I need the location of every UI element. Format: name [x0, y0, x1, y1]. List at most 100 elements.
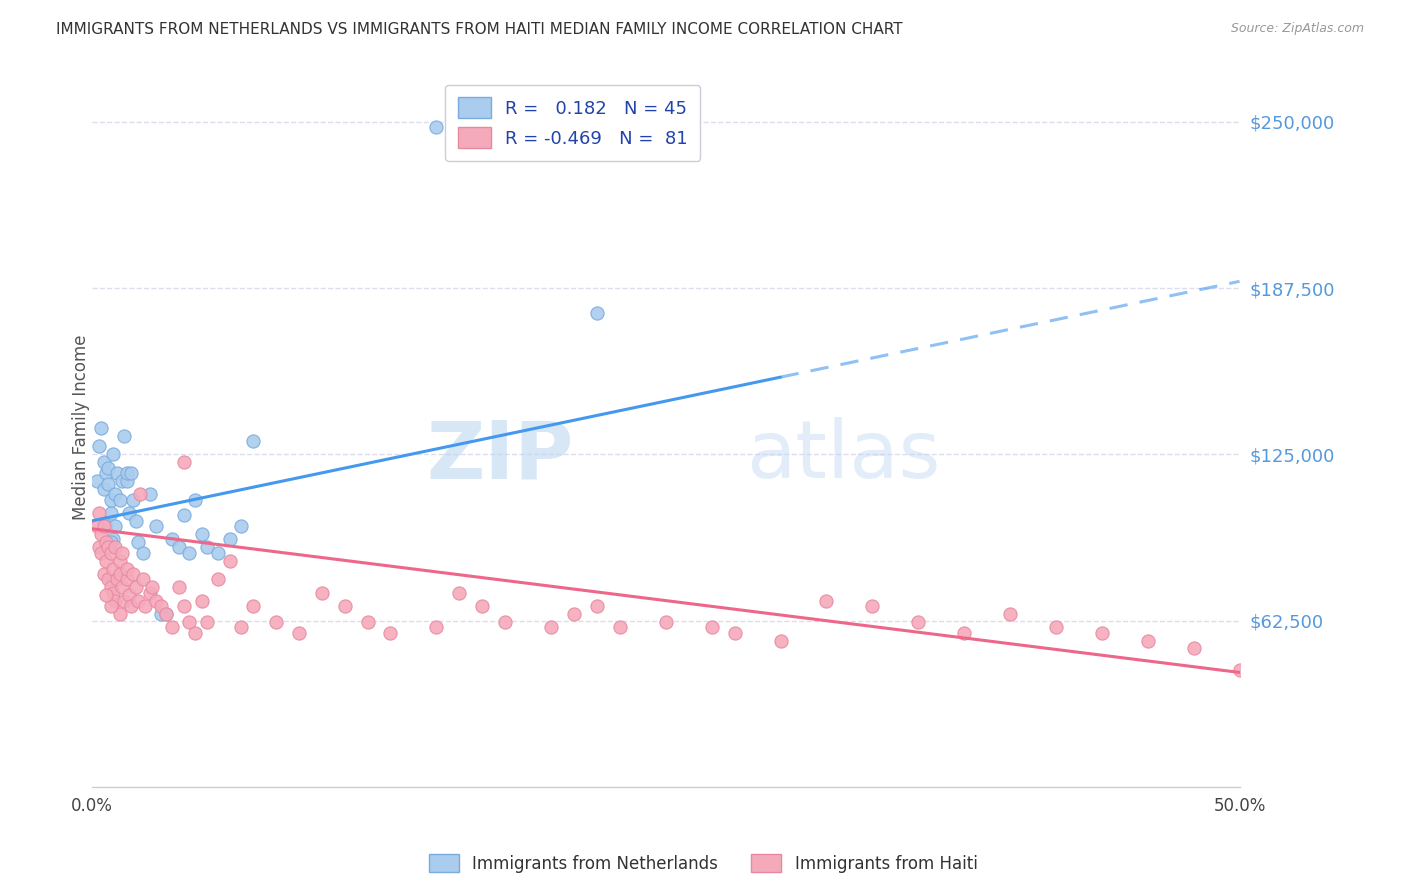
- Point: [138, 585, 160, 599]
- Point: [94, 466, 117, 480]
- Point: [115, 466, 138, 480]
- Point: [141, 580, 163, 594]
- Point: [150, 599, 173, 613]
- Point: [104, 541, 127, 555]
- Text: Source: ZipAtlas.com: Source: ZipAtlas.com: [1230, 22, 1364, 36]
- Point: [195, 615, 218, 629]
- Point: [93, 482, 115, 496]
- Point: [769, 633, 792, 648]
- Point: [609, 620, 631, 634]
- Point: [118, 506, 141, 520]
- Point: [115, 562, 138, 576]
- Point: [207, 572, 229, 586]
- Text: atlas: atlas: [747, 417, 941, 495]
- Point: [87, 506, 110, 520]
- Point: [218, 533, 240, 547]
- Point: [93, 519, 115, 533]
- Point: [97, 541, 120, 555]
- Point: [207, 546, 229, 560]
- Point: [111, 474, 134, 488]
- Point: [115, 474, 138, 488]
- Point: [173, 599, 195, 613]
- Point: [134, 599, 156, 613]
- Point: [108, 554, 131, 568]
- Point: [494, 615, 516, 629]
- Point: [122, 567, 145, 582]
- Point: [998, 607, 1021, 621]
- Point: [100, 599, 122, 613]
- Point: [122, 492, 145, 507]
- Point: [101, 585, 124, 599]
- Point: [101, 562, 124, 576]
- Point: [177, 615, 200, 629]
- Point: [169, 580, 191, 594]
- Point: [1136, 633, 1159, 648]
- Point: [101, 447, 124, 461]
- Point: [1091, 625, 1114, 640]
- Point: [138, 487, 160, 501]
- Point: [100, 492, 122, 507]
- Point: [111, 546, 134, 560]
- Point: [449, 585, 471, 599]
- Point: [177, 546, 200, 560]
- Point: [173, 455, 195, 469]
- Point: [907, 615, 929, 629]
- Point: [115, 572, 138, 586]
- Point: [104, 593, 127, 607]
- Point: [184, 625, 207, 640]
- Point: [90, 546, 112, 560]
- Point: [815, 593, 838, 607]
- Point: [145, 519, 167, 533]
- Point: [111, 580, 134, 594]
- Point: [700, 620, 723, 634]
- Text: ZIP: ZIP: [427, 417, 574, 495]
- Point: [97, 476, 120, 491]
- Legend: Immigrants from Netherlands, Immigrants from Haiti: Immigrants from Netherlands, Immigrants …: [422, 847, 984, 880]
- Point: [218, 554, 240, 568]
- Point: [953, 625, 976, 640]
- Point: [184, 492, 207, 507]
- Point: [155, 607, 177, 621]
- Point: [129, 487, 152, 501]
- Point: [100, 580, 122, 594]
- Point: [586, 599, 609, 613]
- Point: [90, 420, 112, 434]
- Point: [100, 546, 122, 560]
- Point: [562, 607, 585, 621]
- Point: [155, 607, 177, 621]
- Point: [231, 620, 253, 634]
- Point: [94, 588, 117, 602]
- Point: [169, 541, 191, 555]
- Point: [94, 535, 117, 549]
- Point: [655, 615, 678, 629]
- Point: [264, 615, 287, 629]
- Point: [191, 593, 214, 607]
- Point: [380, 625, 402, 640]
- Point: [1182, 641, 1205, 656]
- Point: [425, 120, 447, 134]
- Point: [131, 572, 153, 586]
- Point: [100, 535, 122, 549]
- Point: [1045, 620, 1067, 634]
- Point: [231, 519, 253, 533]
- Point: [724, 625, 747, 640]
- Point: [108, 567, 131, 582]
- Point: [471, 599, 494, 613]
- Point: [125, 514, 148, 528]
- Point: [173, 508, 195, 523]
- Point: [104, 487, 127, 501]
- Point: [1229, 663, 1251, 677]
- Point: [112, 593, 135, 607]
- Point: [120, 466, 142, 480]
- Point: [107, 572, 129, 586]
- Point: [94, 554, 117, 568]
- Point: [333, 599, 356, 613]
- Point: [108, 492, 131, 507]
- Point: [860, 599, 883, 613]
- Point: [191, 527, 214, 541]
- Point: [162, 620, 184, 634]
- Point: [87, 541, 110, 555]
- Point: [108, 607, 131, 621]
- Point: [127, 593, 149, 607]
- Text: IMMIGRANTS FROM NETHERLANDS VS IMMIGRANTS FROM HAITI MEDIAN FAMILY INCOME CORREL: IMMIGRANTS FROM NETHERLANDS VS IMMIGRANT…: [56, 22, 903, 37]
